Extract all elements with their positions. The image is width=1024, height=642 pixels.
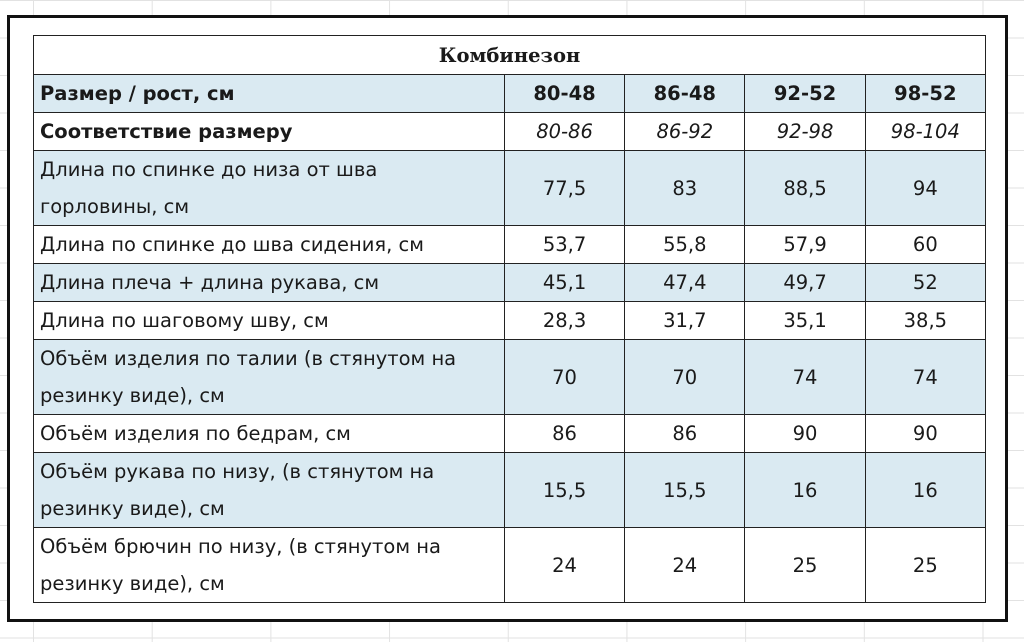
row-value: 94 [864,150,987,226]
row-value: 25 [744,527,866,603]
row-value: 35,1 [744,301,866,340]
correspondence-cell: 92-98 [744,112,866,151]
row-value: 88,5 [744,150,866,226]
row-value: 74 [744,339,866,415]
row-value: 60 [864,225,987,264]
row-label: Длина плеча + длина рукава, см [33,263,505,302]
correspondence-cell: 98-104 [864,112,987,151]
row-value: 38,5 [864,301,987,340]
row-value: 83 [624,150,746,226]
row-value: 77,5 [503,150,626,226]
table-row: Объём рукава по низу, (в стянутом на рез… [33,452,987,528]
size-header-row: Размер / рост, см 80-48 86-48 92-52 98-5… [33,74,987,113]
row-value: 70 [503,339,626,415]
row-value: 15,5 [503,452,626,528]
row-value: 15,5 [624,452,746,528]
row-label: Длина по спинке до низа от шва горловины… [33,150,505,226]
row-value: 28,3 [503,301,626,340]
row-value: 24 [624,527,746,603]
row-value: 31,7 [624,301,746,340]
size-header-cell: 80-48 [503,74,626,113]
table-row: Длина плеча + длина рукава, см 45,1 47,4… [33,263,987,302]
title-row: Комбинезон [33,35,986,75]
row-label: Длина по спинке до шва сидения, см [33,225,505,264]
table-row: Длина по спинке до шва сидения, см 53,7 … [33,225,987,264]
table-title: Комбинезон [33,35,986,75]
table-row: Объём изделия по талии (в стянутом на ре… [33,339,987,415]
row-value: 74 [864,339,987,415]
row-value: 52 [864,263,987,302]
row-value: 45,1 [503,263,626,302]
size-header-cell: 98-52 [864,74,987,113]
size-chart-table: Комбинезон Размер / рост, см 80-48 86-48… [33,35,987,603]
correspondence-row: Соответствие размеру 80-86 86-92 92-98 9… [33,112,987,151]
row-label: Объём изделия по талии (в стянутом на ре… [33,339,505,415]
row-label: Длина по шаговому шву, см [33,301,505,340]
correspondence-label: Соответствие размеру [33,112,505,151]
row-value: 25 [864,527,987,603]
correspondence-cell: 80-86 [503,112,626,151]
size-header-cell: 86-48 [624,74,746,113]
table-row: Объём брючин по низу, (в стянутом на рез… [33,527,987,603]
row-value: 86 [503,414,626,453]
row-value: 90 [864,414,987,453]
row-label: Объём изделия по бедрам, см [33,414,505,453]
row-value: 24 [503,527,626,603]
row-value: 70 [624,339,746,415]
table-row: Длина по спинке до низа от шва горловины… [33,150,987,226]
correspondence-cell: 86-92 [624,112,746,151]
row-label: Объём рукава по низу, (в стянутом на рез… [33,452,505,528]
row-value: 57,9 [744,225,866,264]
size-header-label: Размер / рост, см [33,74,505,113]
row-value: 47,4 [624,263,746,302]
row-label: Объём брючин по низу, (в стянутом на рез… [33,527,505,603]
row-value: 55,8 [624,225,746,264]
row-value: 16 [744,452,866,528]
table-row: Длина по шаговому шву, см 28,3 31,7 35,1… [33,301,987,340]
row-value: 49,7 [744,263,866,302]
row-value: 16 [864,452,987,528]
table-row: Объём изделия по бедрам, см 86 86 90 90 [33,414,987,453]
size-header-cell: 92-52 [744,74,866,113]
row-value: 90 [744,414,866,453]
row-value: 53,7 [503,225,626,264]
row-value: 86 [624,414,746,453]
